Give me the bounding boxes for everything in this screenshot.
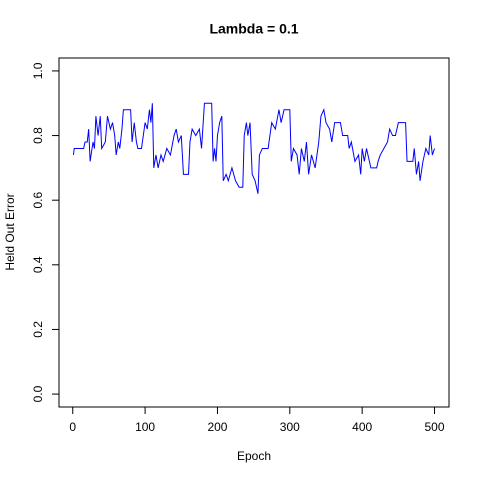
chart-title: Lambda = 0.1 bbox=[209, 21, 298, 37]
y-tick-label: 0.4 bbox=[31, 256, 45, 273]
y-tick-label: 0.2 bbox=[31, 321, 45, 338]
y-tick-label: 1.0 bbox=[31, 62, 45, 79]
x-tick-label: 400 bbox=[352, 420, 372, 434]
plot-box bbox=[58, 57, 450, 408]
x-tick-label: 500 bbox=[425, 420, 445, 434]
y-tick-label: 0.6 bbox=[31, 192, 45, 209]
data-line bbox=[72, 102, 436, 194]
y-axis-label: Held Out Error bbox=[3, 193, 17, 270]
y-tick-label: 0.0 bbox=[31, 385, 45, 402]
x-tick-label: 300 bbox=[280, 420, 300, 434]
y-tick-label: 0.8 bbox=[31, 127, 45, 144]
x-tick-label: 100 bbox=[135, 420, 155, 434]
x-tick-label: 0 bbox=[69, 420, 76, 434]
x-axis-label: Epoch bbox=[237, 449, 271, 463]
x-tick-label: 200 bbox=[207, 420, 227, 434]
